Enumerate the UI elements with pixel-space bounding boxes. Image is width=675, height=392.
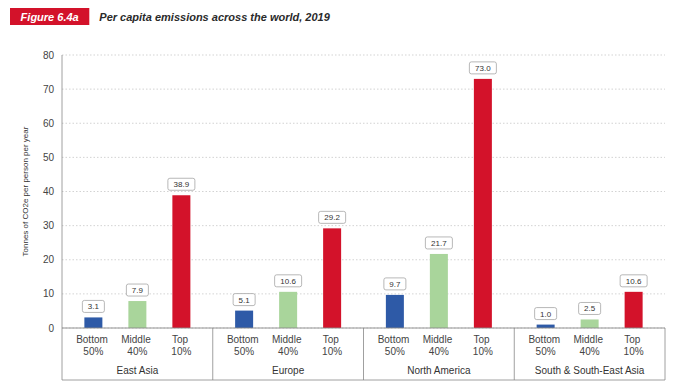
category-label: East Asia [117, 365, 159, 376]
data-label-box [233, 294, 255, 306]
bar [537, 325, 555, 328]
data-label-box [579, 302, 601, 314]
chart-svg: Figure 6.4a Per capita emissions across t… [0, 0, 675, 392]
data-label-box [82, 300, 104, 312]
y-axis-line [62, 55, 63, 328]
data-label-box [319, 211, 346, 223]
data-labels: 3.1 7.9 38.9 5.1 10.6 29.2 9.7 21.7 73.0 1.0 2.5 10… [82, 62, 647, 320]
category-label: Europe [272, 365, 305, 376]
figure-label-box [10, 8, 89, 25]
data-label: 29.2 [324, 213, 340, 222]
data-label: 73.0 [475, 64, 491, 73]
data-label-box [275, 275, 302, 287]
data-label: 1.0 [540, 310, 552, 319]
series-bar-label: Middle 40% [423, 334, 455, 357]
bar [279, 292, 297, 328]
series-bar-label: Top 10% [473, 334, 493, 357]
y-tick-label: 10 [43, 288, 55, 299]
data-label: 10.6 [280, 277, 296, 286]
grid-line [62, 123, 665, 124]
series-bar-label: Middle 40% [121, 334, 153, 357]
bar [128, 301, 146, 328]
bars [84, 79, 642, 328]
series-bar-label: Middle 40% [272, 334, 304, 357]
grid-line [62, 55, 665, 56]
data-label: 2.5 [584, 304, 596, 313]
grid-line [62, 293, 665, 294]
bar [172, 195, 190, 328]
grid-line [62, 89, 665, 90]
category-label: North America [407, 365, 471, 376]
data-label-box [425, 237, 452, 249]
data-label: 7.9 [132, 286, 144, 295]
y-tick-label: 0 [48, 323, 54, 334]
grid-line [62, 191, 665, 192]
data-label: 5.1 [239, 296, 251, 305]
bar [474, 79, 492, 328]
group-separator [665, 328, 666, 380]
series-bar-label: Top 10% [322, 334, 342, 357]
bar [430, 254, 448, 328]
group-separator [514, 328, 515, 380]
series-bar-label: Middle 40% [574, 334, 606, 357]
bar [235, 311, 253, 328]
series-bar-label: Top 10% [171, 334, 191, 357]
y-tick-label: 30 [43, 220, 55, 231]
data-label: 3.1 [88, 302, 100, 311]
y-axis-label: Tonnes of CO2e per person per year [21, 126, 30, 256]
y-tick-label: 20 [43, 254, 55, 265]
x-axis-line [62, 328, 665, 329]
data-label: 10.6 [626, 277, 642, 286]
y-tick-label: 80 [43, 50, 55, 61]
chart-container: Figure 6.4a Per capita emissions across t… [0, 0, 675, 392]
grid-line [62, 259, 665, 260]
data-label-box [168, 178, 195, 190]
data-label: 21.7 [431, 239, 447, 248]
group-baseline [62, 380, 665, 381]
series-bar-label: Bottom 50% [76, 334, 110, 357]
grid-line [62, 157, 665, 158]
group-separator [212, 328, 213, 380]
series-bar-label: Bottom 50% [227, 334, 261, 357]
bar [581, 319, 599, 328]
group-separator [62, 328, 63, 380]
data-label: 38.9 [174, 180, 190, 189]
bar [386, 295, 404, 328]
group-separator [363, 328, 364, 380]
bar [625, 292, 643, 328]
series-bar-label: Bottom 50% [528, 334, 562, 357]
bar [84, 317, 102, 328]
data-label: 9.7 [389, 280, 401, 289]
figure-label: Figure 6.4a [21, 11, 79, 23]
y-tick-label: 60 [43, 118, 55, 129]
data-label-box [469, 62, 496, 74]
y-tick-label: 40 [43, 186, 55, 197]
series-bar-label: Bottom 50% [378, 334, 412, 357]
category-label: South & South-East Asia [535, 365, 645, 376]
data-label-box [535, 308, 557, 320]
data-label-box [384, 278, 406, 290]
y-tick-label: 70 [43, 84, 55, 95]
data-label-box [126, 284, 148, 296]
chart-title: Per capita emissions across the world, 2… [99, 11, 330, 23]
grid-line [62, 328, 665, 329]
bar [323, 228, 341, 328]
grid-line [62, 225, 665, 226]
y-tick-label: 50 [43, 152, 55, 163]
series-bar-label: Top 10% [624, 334, 644, 357]
data-label-box [620, 275, 647, 287]
